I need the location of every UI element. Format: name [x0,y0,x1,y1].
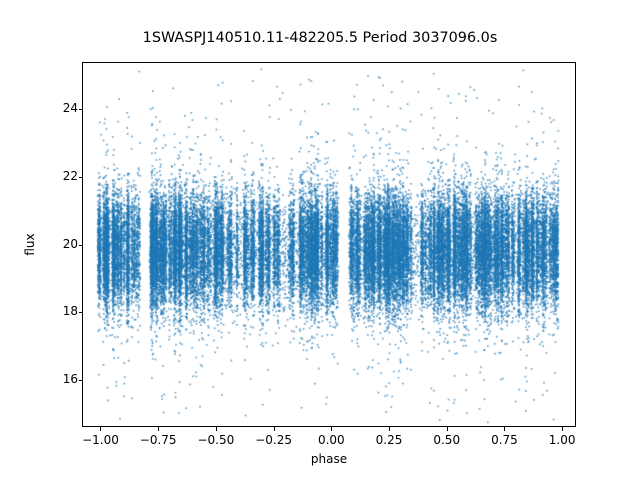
page-title: 1SWASPJ140510.11-482205.5 Period 3037096… [142,30,498,46]
x-tick-label: 0.50 [433,433,461,447]
y-tick-label: 18 [62,304,78,319]
y-tick-label: 20 [62,236,78,251]
y-tick-label: 22 [62,168,78,183]
y-tick-mark [78,312,82,314]
x-tick-mark [389,427,391,431]
x-tick-label: 0.25 [375,433,403,447]
scatter-plot-canvas [83,63,575,426]
x-tick-mark [215,427,217,431]
y-tick-mark [78,176,82,178]
y-tick-label: 24 [62,101,78,116]
x-tick-label: 0.75 [491,433,518,447]
y-tick-label: 16 [62,371,78,386]
x-tick-label: 0.00 [317,433,345,447]
x-tick-label: −0.25 [255,433,292,447]
x-tick-mark [504,427,506,431]
x-tick-mark [331,427,333,431]
x-tick-mark [100,427,102,431]
y-tick-mark [78,379,82,381]
y-tick-mark [78,109,82,111]
x-tick-label: −0.50 [197,433,235,447]
x-axis-label: phase [310,452,348,466]
plot-axes-area [82,62,576,427]
x-tick-label: −0.75 [139,433,177,447]
y-tick-mark [78,244,82,246]
x-tick-mark [273,427,275,431]
x-tick-label: −1.00 [82,433,119,447]
x-tick-label: 1.00 [548,433,576,447]
x-tick-mark [562,427,564,431]
x-tick-mark [158,427,160,431]
x-tick-mark [446,427,448,431]
y-axis-label: flux [23,233,37,256]
